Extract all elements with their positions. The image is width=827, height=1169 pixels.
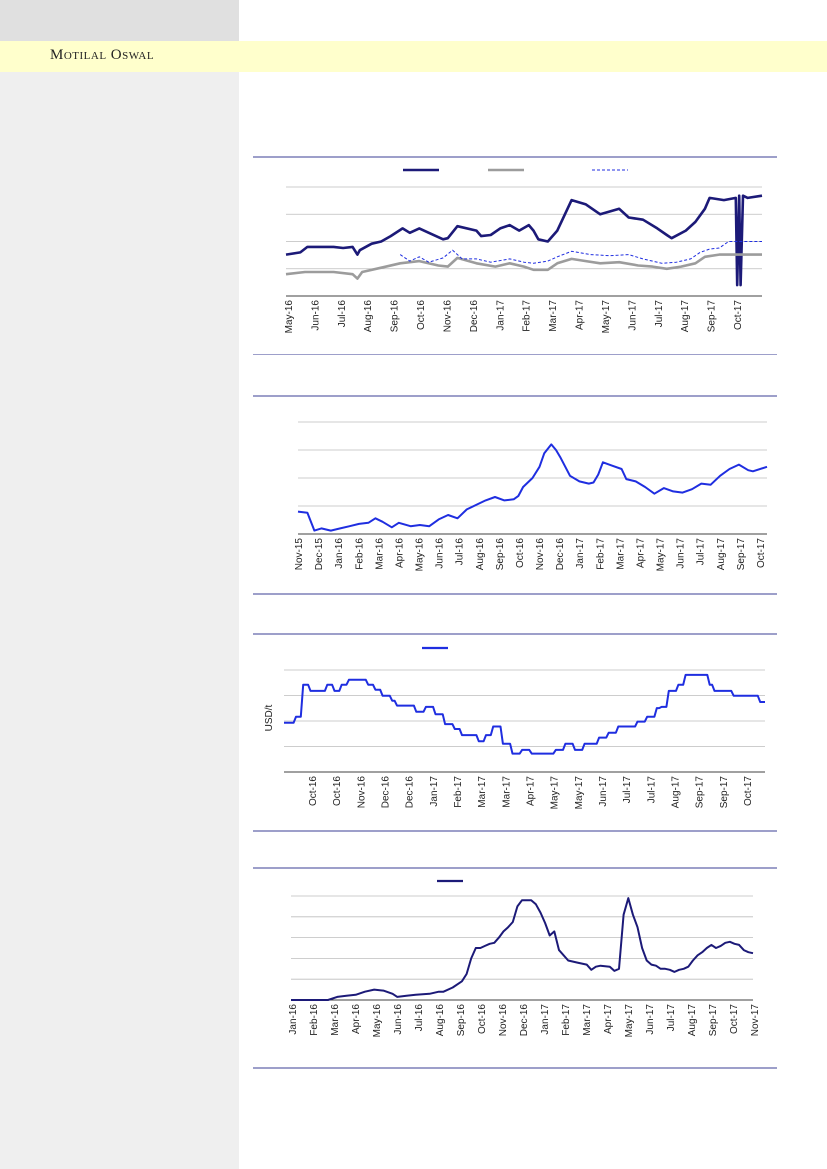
x-tick-label: Oct-16: [477, 1004, 488, 1034]
x-tick-label: Jan-17: [495, 300, 506, 331]
x-tick-label: Dec-16: [405, 776, 416, 809]
x-tick-label: Apr-16: [351, 1004, 362, 1034]
x-tick-label: Jan-16: [334, 538, 345, 569]
x-tick-label: Jul-16: [414, 1004, 425, 1032]
x-tick-label: Jun-17: [598, 776, 609, 807]
x-tick-label: Jan-17: [540, 1004, 551, 1035]
x-tick-label: Aug-16: [475, 538, 486, 571]
chart-4: Jan-16 Feb-16 Mar-16 Apr-16 May-16 Jun-16 Jul-…: [253, 867, 777, 1069]
x-tick-label: Mar-17: [615, 538, 626, 570]
x-tick-label: Nov-16: [442, 300, 453, 333]
x-tick-label: Oct-17: [733, 300, 744, 330]
x-tick-label: Aug-17: [687, 1004, 698, 1037]
x-tick-label: Nov-16: [498, 1004, 509, 1037]
x-tick-label: Oct-17: [756, 538, 767, 568]
x-tick-label: Oct-17: [729, 1004, 740, 1034]
x-tick-label: Jan-17: [429, 776, 440, 807]
x-tick-label: Apr-17: [635, 538, 646, 568]
x-tick-label: Nov-16: [535, 538, 546, 571]
x-tick-label: May-17: [574, 776, 585, 810]
x-tick-label: Aug-16: [435, 1004, 446, 1037]
x-tick-label: Sep-16: [390, 300, 401, 333]
x-tick-label: Oct-16: [416, 300, 427, 330]
x-tick-label: Mar-17: [548, 300, 559, 332]
x-tick-label: Dec-16: [469, 300, 480, 333]
series-line-1: [285, 194, 763, 287]
x-tick-label: Jun-16: [310, 300, 321, 331]
x-tick-label: Jul-17: [622, 776, 633, 804]
x-tick-label: Jun-17: [645, 1004, 656, 1035]
x-tick-label: Dec-15: [314, 538, 325, 571]
x-tick-label: Jul-17: [696, 538, 707, 566]
x-tick-label: Jul-16: [337, 300, 348, 328]
x-tick-label: Feb-17: [453, 776, 464, 808]
x-tick-label: Aug-16: [363, 300, 374, 333]
x-tick-label: Feb-16: [354, 538, 365, 570]
x-tick-label: Aug-17: [680, 300, 691, 333]
x-tick-label: Sep-17: [695, 776, 706, 809]
x-tick-label: Dec-16: [519, 1004, 530, 1037]
x-tick-label: Feb-17: [561, 1004, 572, 1036]
x-tick-label: Jan-17: [575, 538, 586, 569]
x-tick-label: Mar-17: [477, 776, 488, 808]
x-tick-label: Dec-16: [381, 776, 392, 809]
x-tick-label: Jul-16: [455, 538, 466, 566]
y-axis-label: USD/t: [264, 704, 275, 731]
x-tick-label: Jul-17: [646, 776, 657, 804]
x-tick-label: Mar-17: [582, 1004, 593, 1036]
x-tick-label: Apr-17: [526, 776, 537, 806]
series-line-1: [284, 673, 765, 755]
x-tick-label: Jun-16: [393, 1004, 404, 1035]
x-tick-label: Jul-17: [654, 300, 665, 328]
x-tick-label: Jun-16: [435, 538, 446, 569]
x-tick-label: Nov-15: [294, 538, 305, 571]
x-tick-label: Oct-16: [515, 538, 526, 568]
x-tick-label: Apr-17: [603, 1004, 614, 1034]
chart-1: May-16 Jun-16 Jul-16 Aug-16 Sep-16 Oct-16 Nov-…: [253, 156, 777, 355]
x-tick-label: Dec-16: [555, 538, 566, 571]
x-tick-label: Nov-17: [750, 1004, 761, 1037]
x-tick-label: Sep-16: [495, 538, 506, 571]
x-tick-label: May-17: [601, 300, 612, 334]
x-tick-label: Sep-16: [456, 1004, 467, 1037]
x-tick-label: Jul-17: [666, 1004, 677, 1032]
x-tick-label: May-16: [415, 538, 426, 572]
x-tick-label: May-16: [284, 300, 295, 334]
x-tick-label: Feb-17: [595, 538, 606, 570]
x-tick-label: May-17: [624, 1004, 635, 1038]
x-tick-label: Mar-16: [330, 1004, 341, 1036]
series-line-2: [285, 253, 762, 280]
x-tick-label: Jan-16: [288, 1004, 299, 1035]
x-tick-label: Oct-16: [332, 776, 343, 806]
chart-2: Nov-15 Dec-15 Jan-16 Feb-16 Mar-16 Apr-16 May-…: [253, 395, 777, 595]
chart-3: USD/t Oct-16 Oct-16 Nov-16 Dec-16 Dec-16 Jan-…: [253, 633, 777, 832]
x-tick-label: Sep-17: [719, 776, 730, 809]
x-tick-label: Sep-17: [736, 538, 747, 571]
x-tick-label: Apr-17: [575, 300, 586, 330]
x-tick-label: May-16: [372, 1004, 383, 1038]
header-band: [0, 41, 827, 72]
sidebar-top-block: [0, 0, 239, 41]
x-tick-label: Mar-16: [374, 538, 385, 570]
sidebar-panel: [0, 0, 239, 1169]
x-tick-label: Aug-17: [716, 538, 727, 571]
x-tick-label: Apr-16: [394, 538, 405, 568]
x-tick-label: Oct-17: [743, 776, 754, 806]
series-line-1: [291, 897, 754, 1001]
x-tick-label: Aug-17: [671, 776, 682, 809]
x-tick-label: Oct-16: [308, 776, 319, 806]
x-tick-label: Feb-17: [522, 300, 533, 332]
x-tick-label: Mar-17: [501, 776, 512, 808]
x-tick-label: Sep-17: [707, 300, 718, 333]
series-line-1: [297, 443, 768, 532]
x-tick-label: Nov-16: [356, 776, 367, 809]
x-tick-label: May-17: [656, 538, 667, 572]
brand-logo: Motilal Oswal: [50, 47, 155, 63]
x-tick-label: May-17: [550, 776, 561, 810]
x-tick-label: Feb-16: [309, 1004, 320, 1036]
x-tick-label: Sep-17: [708, 1004, 719, 1037]
x-tick-label: Jun-17: [627, 300, 638, 331]
x-tick-label: Jun-17: [676, 538, 687, 569]
